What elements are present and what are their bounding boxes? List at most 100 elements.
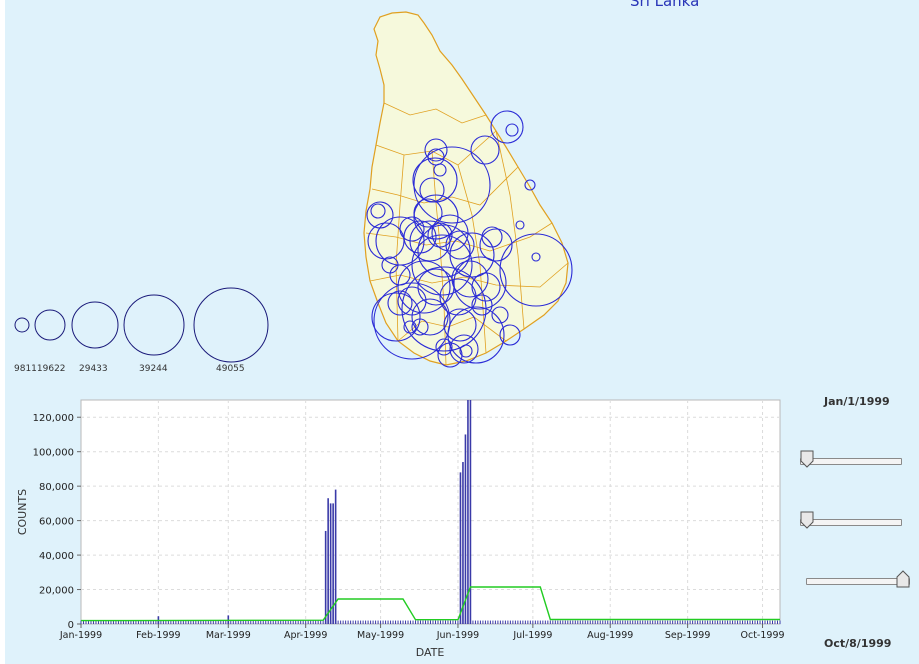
map-bubble [459, 344, 473, 358]
map-bubble [417, 268, 455, 306]
map-bubble [499, 324, 521, 346]
map-bubble [433, 163, 447, 177]
start-date-label: Jan/1/1999 [824, 395, 890, 408]
slider-track [806, 578, 910, 585]
plot-area [80, 399, 781, 625]
map-bubble [505, 123, 519, 137]
map-bubble [399, 216, 425, 242]
bubble-layer [366, 110, 573, 368]
legend-circle [71, 301, 119, 349]
legend-circle [34, 309, 66, 341]
end-date-label: Oct/8/1999 [824, 637, 892, 650]
time-slider-end[interactable] [806, 570, 910, 592]
y-tick-label: 80,000 [39, 482, 74, 493]
legend-circle [123, 294, 185, 356]
map-bubble [419, 177, 445, 203]
map-bubble [471, 294, 493, 316]
map-bubble [515, 220, 525, 230]
counts-chart: 020,00040,00060,00080,000100,000120,000 … [16, 399, 785, 659]
count-bar [324, 530, 327, 624]
y-tick-label: 100,000 [33, 448, 74, 459]
map-bubble [531, 252, 541, 262]
map-bubble [470, 135, 500, 165]
y-tick-label: 20,000 [39, 586, 74, 597]
y-tick-label: 40,000 [39, 551, 74, 562]
y-axis: 0 20,000 40,000 60,000 80,000 100,000 120,000 [33, 413, 81, 631]
x-axis-title: DATE [416, 646, 445, 659]
map-bubble [443, 308, 477, 342]
x-axis: Jan-1999 Feb-1999 Mar-1999 Apr-1999 May-1999… [59, 624, 785, 641]
map-bubble [435, 338, 453, 356]
map-bubble [471, 272, 501, 302]
bubble-size-legend: 981119622 29433 39244 49055 [14, 287, 269, 374]
x-tick-label: Apr-1999 [284, 630, 327, 641]
map-bubble [411, 298, 449, 336]
map-bubble [447, 306, 505, 364]
map-bubble [411, 318, 429, 336]
y-tick-label: 60,000 [39, 517, 74, 528]
map-bubble [499, 233, 573, 307]
time-slider-window[interactable] [800, 511, 902, 533]
x-tick-label: Jun-1999 [436, 630, 479, 641]
y-tick-label: 120,000 [33, 413, 74, 424]
x-tick-label: Jan-1999 [59, 630, 102, 641]
legend-circle [193, 287, 269, 363]
map-bubble [373, 282, 451, 360]
map-bubble [397, 260, 451, 314]
y-axis-title: COUNTS [16, 489, 29, 535]
trend-line [80, 586, 780, 622]
count-bar [459, 472, 462, 624]
map-bubble [417, 224, 471, 278]
count-bar [462, 462, 464, 624]
legend-label-1: 981119622 [14, 364, 66, 374]
time-slider-start[interactable] [800, 450, 902, 472]
map-title: Sri Lanka [630, 0, 700, 10]
x-tick-label: Aug-1999 [587, 630, 633, 641]
slider-thumb[interactable] [800, 511, 814, 529]
map-bubble [370, 203, 386, 219]
legend-circle [14, 317, 30, 333]
count-bar [334, 489, 337, 624]
map-bubble [524, 179, 536, 191]
y-tick-label: 0 [68, 620, 74, 631]
x-tick-label: Sep-1999 [665, 630, 711, 641]
legend-label-3: 39244 [139, 364, 168, 374]
count-bar [332, 503, 334, 624]
map-bubble [424, 138, 448, 162]
map-bubble [413, 146, 491, 224]
x-tick-label: Feb-1999 [136, 630, 180, 641]
map-bubble [491, 306, 509, 324]
map-bubble [427, 222, 453, 248]
slider-track [800, 458, 902, 465]
x-tick-label: Jul-1999 [512, 630, 552, 641]
count-bar [327, 498, 329, 624]
map-bubble [481, 226, 503, 248]
map-bubble [371, 292, 421, 342]
map-bubble [445, 230, 475, 260]
slider-track [800, 519, 902, 526]
district-borders [365, 102, 569, 366]
map-bubble [449, 334, 479, 364]
line-series [80, 586, 780, 622]
map-bubble [381, 256, 399, 274]
map-bubble [411, 234, 473, 296]
x-tick-label: Mar-1999 [206, 630, 251, 641]
slider-thumb[interactable] [896, 570, 910, 588]
x-tick-label: May-1999 [357, 630, 404, 641]
count-bar [464, 434, 467, 624]
island-outline [363, 11, 569, 366]
map-bubble [403, 220, 437, 254]
x-tick-label: Oct-1999 [741, 630, 785, 641]
sri-lanka-map[interactable] [340, 5, 590, 375]
map-bubble [490, 110, 524, 144]
left-edge-strip [0, 0, 5, 664]
legend-label-2: 29433 [79, 364, 108, 374]
island-shape [363, 11, 569, 366]
map-bubble [389, 264, 411, 286]
map-bubble [479, 228, 513, 262]
legend-label-4: 49055 [216, 364, 245, 374]
map-bubble [387, 290, 413, 316]
slider-thumb[interactable] [800, 450, 814, 468]
count-bar [329, 503, 332, 624]
count-bar [467, 400, 469, 624]
